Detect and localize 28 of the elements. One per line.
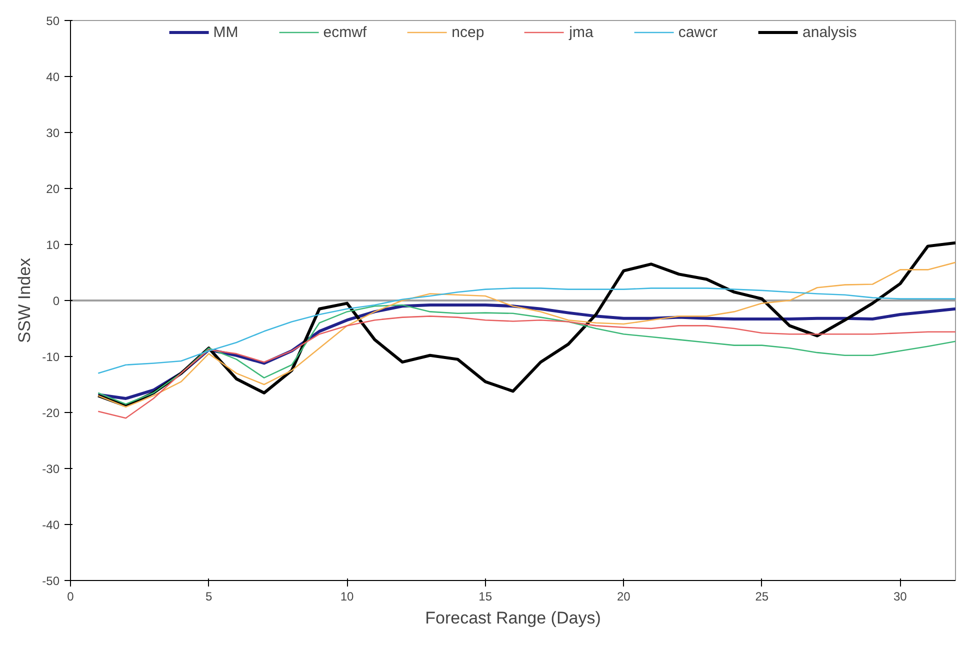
y-tick-label: -10 (42, 350, 60, 364)
line-series (98, 316, 956, 419)
y-tick-label: 0 (52, 294, 60, 308)
x-tick-label: 20 (616, 590, 631, 604)
legend-label: ecmwf (323, 24, 367, 40)
y-tick-label: -40 (42, 518, 60, 532)
y-tick-label: 10 (46, 238, 60, 252)
x-tick-label: 15 (478, 590, 492, 604)
y-tick-label: 50 (46, 14, 60, 28)
y-tick-label: -30 (42, 462, 60, 476)
y-axis-title: SSW Index (15, 257, 34, 344)
x-tick-label: 25 (755, 590, 769, 604)
x-tick-label: 5 (205, 590, 212, 604)
x-axis-title: Forecast Range (Days) (425, 608, 601, 628)
line-series (98, 288, 956, 374)
legend-label: MM (213, 24, 238, 40)
y-tick-label: 30 (46, 126, 60, 140)
legend-label: ncep (452, 24, 484, 40)
legend-label: jma (569, 24, 594, 40)
y-tick-label: -20 (42, 406, 60, 420)
x-tick-label: 10 (340, 590, 354, 604)
y-tick-label: 20 (46, 182, 60, 196)
y-tick-label: 40 (46, 70, 60, 84)
x-tick-label: 30 (894, 590, 908, 604)
y-tick-label: -50 (42, 574, 60, 588)
legend-label: analysis (802, 24, 857, 40)
legend-label: cawcr (678, 24, 718, 40)
x-tick-label: 0 (67, 590, 74, 604)
